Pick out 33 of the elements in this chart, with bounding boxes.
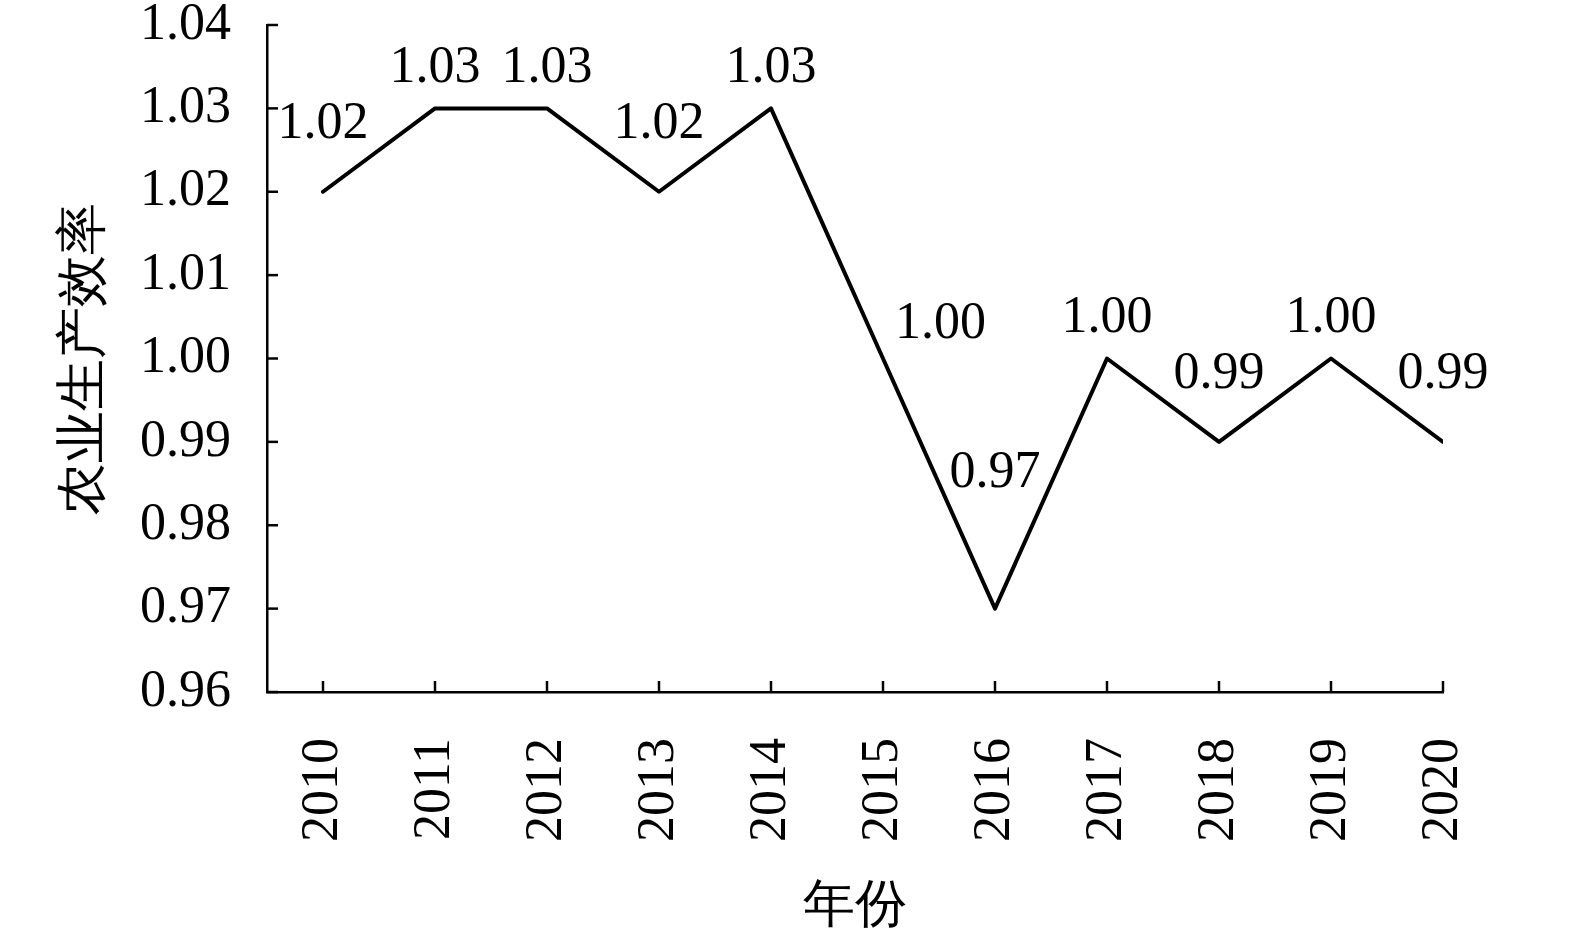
data-label: 1.02 [613,91,705,149]
x-tick-label: 2011 [402,738,460,841]
data-label: 1.00 [1285,286,1377,344]
data-label: 0.97 [949,440,1041,498]
data-label: 1.00 [895,292,986,350]
x-tick-label: 2010 [290,738,348,842]
x-tick-label: 2020 [1410,738,1468,842]
x-tick-label: 2012 [514,738,572,842]
data-label: 1.03 [389,36,481,94]
x-tick-label: 2013 [626,738,684,842]
x-tick-label: 2019 [1298,738,1356,842]
y-tick-label: 0.98 [140,492,231,550]
y-tick-label: 1.02 [140,159,231,217]
x-tick-label: 2017 [1074,738,1132,842]
y-tick-label: 0.99 [140,409,231,467]
y-tick-label: 1.03 [140,76,231,134]
y-tick-label: 1.01 [140,242,231,300]
data-label: 1.02 [277,91,369,149]
y-tick-label: 0.97 [140,576,231,634]
data-label: 1.00 [1061,286,1153,344]
data-label: 0.99 [1173,341,1265,399]
x-tick-label: 2018 [1186,738,1244,842]
x-axis-title: 年份 [803,875,907,933]
y-tick-label: 1.00 [140,326,231,384]
y-tick-label: 1.04 [140,0,231,50]
x-tick-label: 2015 [850,738,908,842]
data-label: 0.99 [1397,341,1489,399]
x-tick-label: 2014 [738,738,796,842]
data-label: 1.03 [501,36,593,94]
y-axis-title: 农业生产效率 [52,202,110,515]
y-tick-label: 0.96 [140,659,231,717]
x-tick-label: 2016 [962,738,1020,842]
data-label: 1.03 [725,36,817,94]
